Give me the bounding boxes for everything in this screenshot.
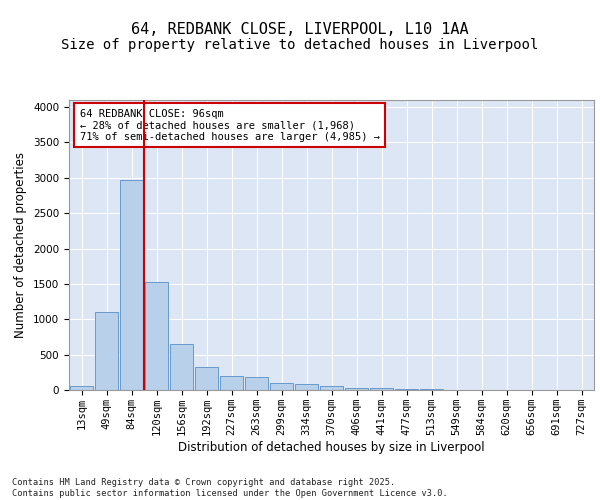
Bar	[95, 312, 118, 390]
Bar	[145, 282, 169, 390]
Bar	[70, 386, 94, 390]
Text: Contains HM Land Registry data © Crown copyright and database right 2025.
Contai: Contains HM Land Registry data © Crown c…	[12, 478, 448, 498]
Bar	[370, 388, 394, 390]
Bar	[194, 366, 218, 390]
Bar	[170, 344, 193, 390]
Text: 64 REDBANK CLOSE: 96sqm
← 28% of detached houses are smaller (1,968)
71% of semi: 64 REDBANK CLOSE: 96sqm ← 28% of detache…	[79, 108, 380, 142]
Bar	[344, 388, 368, 390]
Text: 64, REDBANK CLOSE, LIVERPOOL, L10 1AA: 64, REDBANK CLOSE, LIVERPOOL, L10 1AA	[131, 22, 469, 38]
Bar	[395, 389, 418, 390]
Text: Size of property relative to detached houses in Liverpool: Size of property relative to detached ho…	[61, 38, 539, 52]
Bar	[295, 384, 319, 390]
Bar	[220, 376, 244, 390]
Y-axis label: Number of detached properties: Number of detached properties	[14, 152, 28, 338]
X-axis label: Distribution of detached houses by size in Liverpool: Distribution of detached houses by size …	[178, 440, 485, 454]
Bar	[119, 180, 143, 390]
Bar	[269, 383, 293, 390]
Bar	[320, 386, 343, 390]
Bar	[245, 376, 268, 390]
